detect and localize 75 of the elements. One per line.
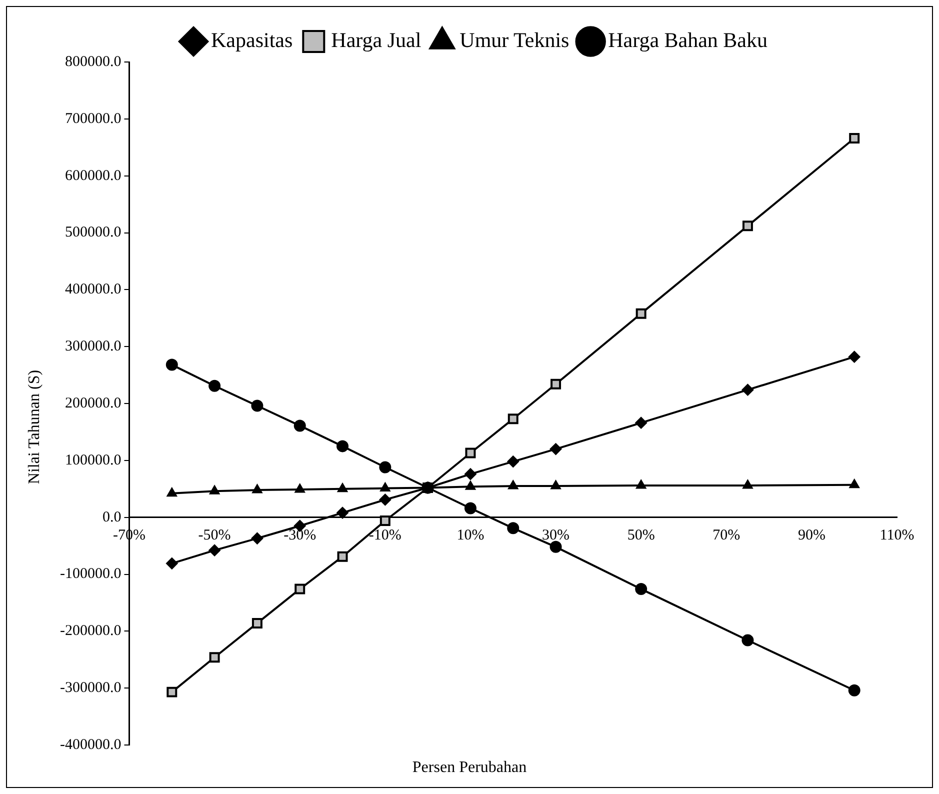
x-axis-title: Persen Perubahan [411,759,528,777]
y-tick-label: 700000.0 [64,110,122,127]
point [465,480,476,490]
point [550,378,562,390]
y-tick-label: 400000.0 [64,282,122,298]
y-tick-label: -200000.0 [60,623,122,640]
x-tick-label: 110% [880,527,914,544]
y-tick-label: 200000.0 [64,395,122,412]
point [742,384,754,396]
y-tick-label: 0.0 [102,509,122,526]
y-tick-label: 300000.0 [64,338,122,355]
x-tick-label: 10% [456,527,484,544]
point [742,479,753,489]
point [294,483,306,493]
point [208,380,221,392]
legend-label: Umur Teknis [460,28,570,52]
x-tick-label: 30% [542,527,570,544]
point [635,583,648,596]
y-tick-label: -300000.0 [60,680,122,696]
y-tick-label: 100000.0 [64,452,122,468]
point [508,480,518,490]
legend-label: Harga Jual [331,28,422,52]
x-tick-label: 70% [712,527,740,544]
point [209,485,220,494]
point [208,544,221,556]
point [742,220,753,232]
point [337,482,348,492]
point [380,482,390,492]
legend-label: Harga Bahan Baku [608,28,768,52]
point [464,468,476,480]
point [508,414,518,424]
point [166,487,178,497]
point [166,557,178,570]
x-tick-label: -50% [198,527,231,544]
point [848,350,860,363]
x-tick-label: 90% [798,527,826,544]
point [337,551,348,562]
point [635,416,648,429]
point [636,479,646,489]
point [336,506,349,519]
point [550,443,562,456]
y-axis-title: Nilai Tahunan (S) [26,370,44,484]
point [742,634,754,646]
point [252,618,262,628]
point [336,440,349,452]
point [507,456,520,468]
point [849,133,860,144]
point [251,532,264,544]
point [380,516,390,526]
x-tick-label: 50% [627,527,655,544]
point [636,308,646,319]
point [166,686,178,698]
point [209,652,220,663]
point [166,358,178,371]
point [507,522,520,534]
y-tick-label: -100000.0 [60,566,122,582]
y-tick-label: 600000.0 [64,168,122,184]
point [464,502,476,514]
x-tick-label: -10% [368,527,402,544]
point [849,478,860,488]
y-tick-label: -400000.0 [60,736,122,753]
point [379,461,392,474]
point [251,400,264,412]
x-tick-label: -30% [284,527,316,544]
point [252,484,262,494]
point [550,540,562,553]
y-tick-label: 500000.0 [64,224,122,241]
point [379,494,392,506]
point [550,480,562,490]
point [294,420,306,432]
y-tick-label: 800000.0 [64,54,122,70]
point [465,448,476,458]
legend-label: Kapasitas [211,28,293,52]
point [294,584,306,594]
point [848,684,860,696]
